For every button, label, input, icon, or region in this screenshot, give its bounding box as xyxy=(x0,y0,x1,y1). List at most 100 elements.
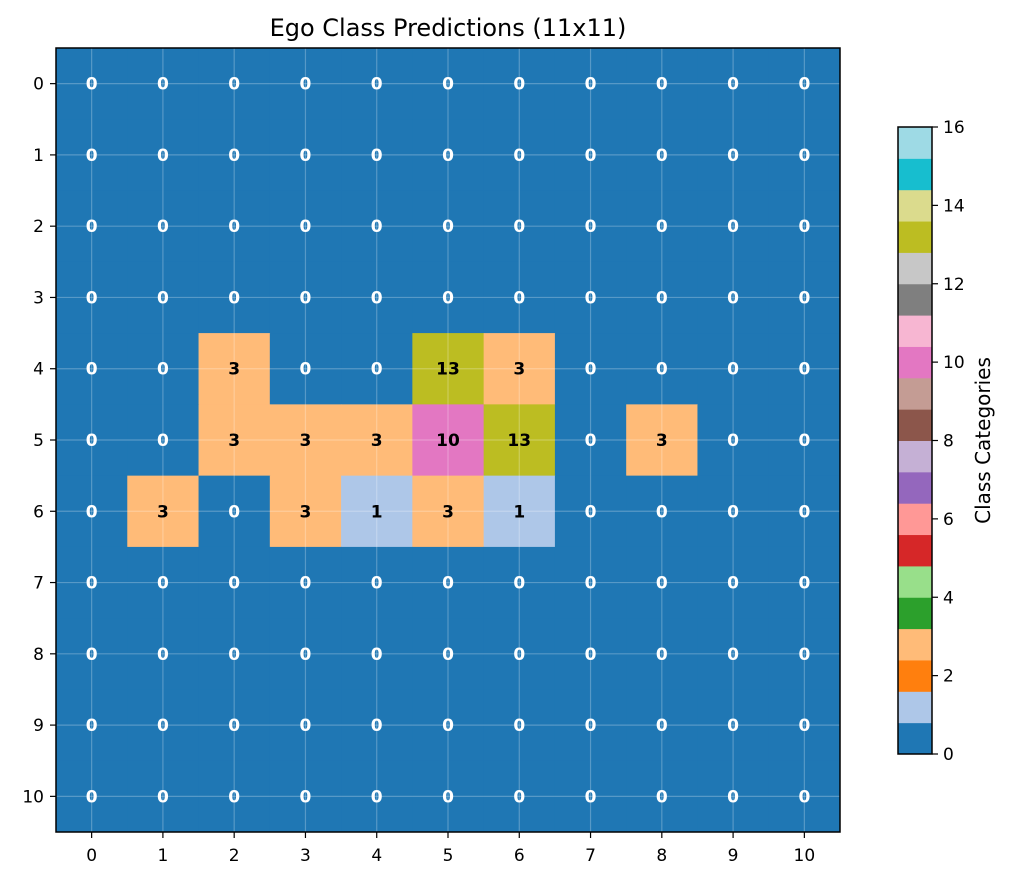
colorbar-swatches xyxy=(898,127,932,755)
cell-labels: 0 0 0 0 0 0 0 0 0 0 0 0 0 0 0 0 0 0 0 0 0 0 0 0 0 0 0 0 0 0 0 0 0 0 0 0 0 0 0 0… xyxy=(86,75,811,808)
cell-value-label: 0 xyxy=(656,288,668,308)
heatmap-cell xyxy=(127,546,200,619)
heatmap-cell xyxy=(198,48,271,120)
cell-value-label: 0 xyxy=(371,146,383,166)
x-tick-label: 5 xyxy=(443,846,454,866)
x-tick-label: 10 xyxy=(794,846,816,866)
cell-value-label: 3 xyxy=(300,502,312,522)
cell-value-label: 0 xyxy=(228,787,240,807)
x-tick-label: 4 xyxy=(371,846,382,866)
cell-value-label: 0 xyxy=(86,574,98,594)
cell-value-label: 0 xyxy=(228,217,240,237)
heatmap-cell xyxy=(768,689,841,762)
cell-value-label: 0 xyxy=(513,645,525,665)
cell-value-label: 0 xyxy=(371,787,383,807)
cell-value-label: 0 xyxy=(798,645,810,665)
cell-value-label: 3 xyxy=(228,360,240,380)
cell-value-label: 3 xyxy=(656,431,668,451)
cell-value-label: 10 xyxy=(436,431,460,451)
heatmap-cell xyxy=(554,475,627,548)
heatmap-cell xyxy=(412,119,485,192)
cell-value-label: 0 xyxy=(585,502,597,522)
colorbar-swatch xyxy=(898,221,932,253)
heatmap-cell xyxy=(768,760,841,833)
colorbar-swatch xyxy=(898,659,932,692)
heatmap-cell xyxy=(56,261,128,334)
cell-value-label: 0 xyxy=(656,645,668,665)
y-tick-label: 10 xyxy=(22,787,44,807)
cell-value-label: 0 xyxy=(300,574,312,594)
cell-value-label: 3 xyxy=(513,360,525,380)
cell-value-label: 0 xyxy=(798,146,810,166)
cell-value-label: 0 xyxy=(86,645,98,665)
cell-value-label: 0 xyxy=(513,146,525,166)
cell-value-label: 0 xyxy=(442,716,454,736)
cell-value-label: 0 xyxy=(228,645,240,665)
heatmap-cell xyxy=(483,333,556,405)
cell-value-label: 0 xyxy=(371,217,383,237)
cell-value-label: 0 xyxy=(513,75,525,95)
heatmap-cell xyxy=(768,119,841,192)
heatmap-cell xyxy=(56,618,128,690)
cell-value-label: 0 xyxy=(300,75,312,95)
cell-value-label: 3 xyxy=(442,502,454,522)
heatmap-cell xyxy=(269,475,342,548)
cell-value-label: 0 xyxy=(86,716,98,736)
colorbar-tick-label: 12 xyxy=(943,275,965,295)
heatmap-cell xyxy=(626,546,698,619)
y-tick-label: 6 xyxy=(33,502,44,522)
heatmap-cell xyxy=(554,333,627,405)
heatmap-cell xyxy=(483,546,556,619)
heatmap-cell xyxy=(697,404,770,477)
x-tick-label: 1 xyxy=(157,846,168,866)
heatmap-cell xyxy=(483,689,556,762)
colorbar-swatch xyxy=(898,534,932,567)
heatmap-cell xyxy=(198,119,271,192)
x-tick-label: 0 xyxy=(86,846,97,866)
heatmap-cell xyxy=(127,333,200,405)
x-tick-label: 6 xyxy=(514,846,525,866)
cell-value-label: 0 xyxy=(228,716,240,736)
cell-value-label: 0 xyxy=(656,217,668,237)
cell-value-label: 0 xyxy=(157,146,169,166)
cell-value-label: 0 xyxy=(371,360,383,380)
heatmap-cell xyxy=(341,190,413,263)
heatmap-cell xyxy=(697,190,770,263)
cell-value-label: 0 xyxy=(727,146,739,166)
heatmap-cell xyxy=(198,404,271,477)
cell-value-label: 0 xyxy=(157,431,169,451)
heatmap-cell xyxy=(127,689,200,762)
heatmap-cell xyxy=(198,546,271,619)
heatmap-cell xyxy=(341,760,413,833)
cell-value-label: 0 xyxy=(157,75,169,95)
cell-value-label: 0 xyxy=(656,360,668,380)
cell-value-label: 0 xyxy=(86,146,98,166)
heatmap-cell xyxy=(626,618,698,690)
heatmap-cell xyxy=(697,261,770,334)
heatmap-cell xyxy=(697,760,770,833)
cell-value-label: 0 xyxy=(300,787,312,807)
heatmap-cell xyxy=(483,190,556,263)
colorbar: 0 2 4 6 8 10 12 14 16 Class Categories xyxy=(897,118,995,765)
cell-value-label: 0 xyxy=(300,217,312,237)
heatmap-cell xyxy=(554,190,627,263)
heatmap-cell xyxy=(127,475,200,548)
heatmap-cells xyxy=(56,48,841,833)
heatmap-cell xyxy=(412,404,485,477)
colorbar-swatch xyxy=(898,315,932,347)
heatmap-cell xyxy=(341,119,413,192)
cell-value-label: 0 xyxy=(656,716,668,736)
heatmap-cell xyxy=(412,546,485,619)
heatmap-cell xyxy=(483,618,556,690)
heatmap-cell xyxy=(198,618,271,690)
colorbar-swatch xyxy=(898,597,932,630)
cell-value-label: 0 xyxy=(157,217,169,237)
cell-value-label: 0 xyxy=(585,288,597,308)
x-tick-label: 2 xyxy=(229,846,240,866)
cell-value-label: 0 xyxy=(585,716,597,736)
heatmap-cell xyxy=(341,48,413,120)
cell-value-label: 0 xyxy=(727,787,739,807)
cell-value-label: 0 xyxy=(798,787,810,807)
cell-value-label: 0 xyxy=(727,502,739,522)
